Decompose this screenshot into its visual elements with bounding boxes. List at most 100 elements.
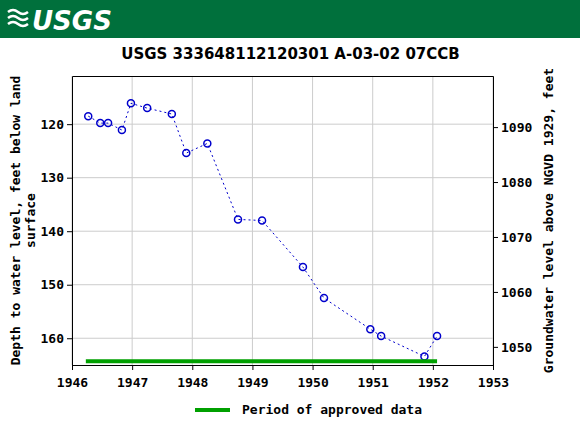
tick-label: 150 — [41, 277, 65, 292]
data-point — [320, 295, 327, 302]
tick-mark — [493, 347, 498, 348]
tick: 1080 — [493, 175, 532, 190]
data-point — [421, 353, 428, 360]
marks — [85, 100, 441, 361]
logo-text: USGS — [32, 6, 112, 36]
y-axis-title-line: Depth to water level, feet below land — [8, 76, 23, 366]
data-point — [378, 333, 385, 340]
tick-mark — [192, 365, 193, 370]
tick-mark — [493, 182, 498, 183]
tick: 120 — [41, 117, 72, 132]
grid-line-y — [72, 177, 493, 178]
tick: 1950 — [297, 365, 328, 390]
grid-line-y — [72, 124, 493, 125]
tick: 1953 — [478, 365, 509, 390]
data-point — [105, 120, 112, 127]
tick-label: 1946 — [57, 375, 88, 390]
data-point — [168, 110, 175, 117]
grid-line-x — [252, 76, 253, 365]
tick-mark — [373, 365, 374, 370]
data-point — [183, 150, 190, 157]
grid-line-x — [72, 76, 73, 365]
data-point — [234, 216, 241, 223]
approved-period — [86, 359, 437, 363]
y-axis-title-line: surface — [23, 193, 38, 248]
data-point — [299, 264, 306, 271]
title: USGS 333648112120301 A-03-02 07CCB — [121, 45, 459, 63]
grid-line-y — [72, 338, 493, 339]
tick-mark — [67, 285, 72, 286]
tick-label: 1949 — [237, 375, 268, 390]
data-point — [434, 333, 441, 340]
tick-label: 1070 — [501, 230, 532, 245]
data-point — [127, 100, 134, 107]
tick: 130 — [41, 170, 72, 185]
tick-mark — [67, 124, 72, 125]
data-point — [367, 326, 374, 333]
tick-label: 1947 — [117, 375, 148, 390]
data-point — [97, 120, 104, 127]
tick: 1050 — [493, 340, 532, 355]
tick-mark — [132, 365, 133, 370]
tick-mark — [493, 237, 498, 238]
tick: 1948 — [177, 365, 208, 390]
y2-axis-title: Groundwater level above NGVD 1929, feet — [541, 68, 556, 373]
x-axis-top — [73, 76, 494, 77]
x-axis: 1946 1947 1948 1949 1950 1951 1952 1953 — [57, 365, 509, 390]
tick-mark — [252, 365, 253, 370]
tick-mark — [313, 365, 314, 370]
logo: USGS — [8, 6, 112, 36]
tick-label: 120 — [41, 117, 65, 132]
y-axis-title: Depth to water level, feet below landsur… — [8, 76, 38, 366]
axis-line — [72, 77, 73, 366]
tick-mark — [433, 365, 434, 370]
tick: 150 — [41, 277, 72, 292]
grid — [72, 76, 493, 365]
data-point — [259, 217, 266, 224]
legend-label: Period of approved data — [242, 402, 422, 417]
tick-label: 1060 — [501, 285, 532, 300]
tick-label: 1080 — [501, 175, 532, 190]
legend-swatch — [195, 408, 230, 412]
axis-line — [73, 76, 494, 77]
data-line — [88, 103, 437, 356]
tick-label: 1953 — [478, 375, 509, 390]
legend: Period of approved data — [195, 402, 422, 417]
tick-label: 160 — [41, 331, 65, 346]
tick: 1952 — [418, 365, 449, 390]
tick-mark — [493, 127, 498, 128]
banner — [0, 0, 580, 38]
tick: 140 — [41, 224, 72, 239]
data-point — [118, 127, 125, 134]
grid-line-x — [493, 76, 494, 365]
tick: 1946 — [57, 365, 88, 390]
tick-label: 1050 — [501, 340, 532, 355]
axis-line — [493, 77, 494, 366]
y2-axis: 1050 1060 1070 1080 1090 — [493, 77, 532, 366]
grid-line-x — [432, 76, 433, 365]
tick-label: 1951 — [358, 375, 389, 390]
y-axis: 120 130 140 150 160 — [41, 77, 73, 366]
plot-area — [72, 76, 493, 365]
grid-line-x — [372, 76, 373, 365]
logo-wave — [8, 10, 28, 14]
tick-label: 140 — [41, 224, 65, 239]
tick: 1951 — [358, 365, 389, 390]
tick: 160 — [41, 331, 72, 346]
grid-line-x — [312, 76, 313, 365]
tick-mark — [67, 338, 72, 339]
tick-label: 1948 — [177, 375, 208, 390]
tick-label: 1090 — [501, 120, 532, 135]
tick: 1090 — [493, 120, 532, 135]
tick-mark — [493, 292, 498, 293]
tick-mark — [67, 231, 72, 232]
data-point — [85, 113, 92, 120]
grid-line-x — [132, 76, 133, 365]
tick-mark — [493, 365, 494, 370]
tick-label: 1952 — [418, 375, 449, 390]
tick-mark — [67, 178, 72, 179]
tick-mark — [72, 365, 73, 370]
axis-line — [73, 365, 494, 366]
tick: 1070 — [493, 230, 532, 245]
tick: 1060 — [493, 285, 532, 300]
